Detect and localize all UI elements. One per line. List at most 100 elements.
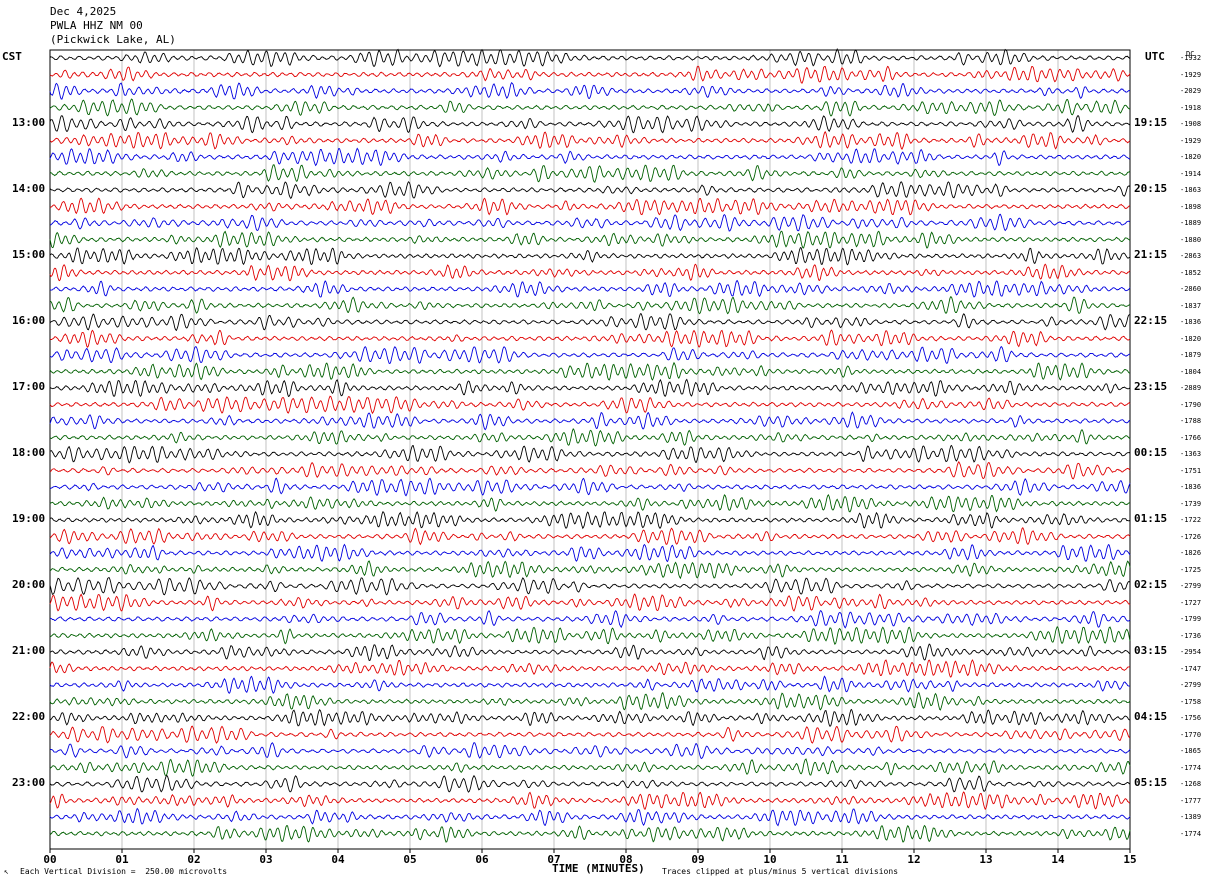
seismic-trace xyxy=(49,807,1131,827)
seismic-trace xyxy=(49,329,1131,348)
cst-hour-label: 14:00 xyxy=(12,182,46,195)
seismic-trace xyxy=(49,197,1131,216)
utc-hour-label: 20:15 xyxy=(1134,182,1168,195)
seismic-trace xyxy=(49,147,1131,167)
seismic-trace xyxy=(49,263,1131,282)
seismic-trace xyxy=(49,742,1131,760)
dc-offset: -1836 xyxy=(1180,483,1202,491)
x-tick-label: 15 xyxy=(1123,853,1136,866)
seismic-trace xyxy=(49,511,1131,530)
dc-offset: -1774 xyxy=(1180,763,1202,772)
seismic-trace xyxy=(49,625,1131,645)
dc-offset: -1908 xyxy=(1180,120,1202,128)
seismic-trace xyxy=(49,758,1131,777)
seismic-trace xyxy=(49,213,1131,232)
dc-offset: -1929 xyxy=(1180,70,1202,79)
seismic-trace xyxy=(50,296,1131,315)
utc-hour-label: 23:15 xyxy=(1134,380,1168,393)
seismic-trace xyxy=(50,477,1131,497)
dc-offset: -1790 xyxy=(1180,400,1202,409)
x-tick-label: 10 xyxy=(763,853,776,866)
utc-hour-label: 19:15 xyxy=(1134,116,1168,129)
dc-offset: -2954 xyxy=(1180,648,1202,656)
seismic-trace xyxy=(49,593,1131,612)
dc-offset: -1929 xyxy=(1180,136,1202,145)
seismic-trace xyxy=(49,81,1131,100)
utc-hour-label: 02:15 xyxy=(1134,578,1168,591)
x-tick-label: 03 xyxy=(259,853,272,866)
dc-offset: -1898 xyxy=(1180,202,1202,211)
dc-offset: -2029 xyxy=(1180,87,1202,95)
seismic-trace xyxy=(49,527,1131,546)
dc-offset: -2860 xyxy=(1180,285,1202,293)
utc-hour-label: 00:15 xyxy=(1134,446,1168,459)
x-axis-title: TIME (MINUTES) xyxy=(552,862,645,875)
x-tick-label: 13 xyxy=(979,853,992,866)
dc-offset: -1837 xyxy=(1180,301,1202,310)
dc-offset: -1836 xyxy=(1180,318,1202,326)
header-station: PWLA HHZ NM 00 xyxy=(50,19,143,32)
dc-offset: -1852 xyxy=(1180,268,1202,277)
utc-hour-label: 03:15 xyxy=(1134,644,1168,657)
seismic-trace xyxy=(49,114,1131,134)
seismic-trace xyxy=(49,65,1131,84)
seismic-trace xyxy=(49,428,1131,447)
dc-offset: -1766 xyxy=(1180,433,1202,442)
cst-label: CST xyxy=(2,50,22,63)
seismic-trace xyxy=(49,774,1131,793)
header-location: (Pickwick Lake, AL) xyxy=(50,33,176,46)
cst-hour-label: 22:00 xyxy=(12,710,46,723)
seismic-trace xyxy=(49,230,1131,249)
dc-label: DC xyxy=(1186,50,1195,58)
dc-offset: -1363 xyxy=(1180,450,1202,458)
cst-hour-label: 16:00 xyxy=(12,314,46,327)
cst-hour-label: 17:00 xyxy=(12,380,46,393)
x-tick-label: 14 xyxy=(1051,853,1065,866)
dc-offset: -1268 xyxy=(1180,780,1202,788)
seismic-trace xyxy=(49,395,1131,415)
cst-hour-label: 21:00 xyxy=(12,644,46,657)
utc-hour-label: 01:15 xyxy=(1134,512,1168,525)
utc-hour-label: 05:15 xyxy=(1134,776,1168,789)
utc-hour-label: 22:15 xyxy=(1134,314,1168,327)
x-tick-label: 00 xyxy=(43,853,56,866)
x-tick-label: 12 xyxy=(907,853,920,866)
dc-offset: -1889 xyxy=(1180,219,1202,227)
dc-offset: -2799 xyxy=(1180,582,1202,590)
seismic-trace xyxy=(49,576,1131,596)
x-tick-label: 04 xyxy=(331,853,345,866)
seismic-trace xyxy=(49,246,1131,266)
dc-offset: -1727 xyxy=(1180,598,1202,607)
dc-offset: -1799 xyxy=(1180,615,1202,623)
dc-offset: -1725 xyxy=(1180,565,1202,574)
x-tick-label: 05 xyxy=(403,853,416,866)
seismic-trace xyxy=(49,345,1130,365)
x-tick-label: 01 xyxy=(115,853,129,866)
cst-hour-label: 19:00 xyxy=(12,512,46,525)
seismic-trace xyxy=(49,675,1130,695)
footer-clip: Traces clipped at plus/minus 5 vertical … xyxy=(662,867,899,876)
seismic-trace xyxy=(49,361,1131,381)
dc-offset: -1751 xyxy=(1180,466,1202,475)
dc-offset: -1804 xyxy=(1180,367,1202,376)
dc-offset: -1880 xyxy=(1180,235,1202,244)
seismic-trace xyxy=(49,560,1131,580)
cst-hour-label: 15:00 xyxy=(12,248,46,261)
x-tick-label: 08 xyxy=(619,853,632,866)
dc-offset: -2889 xyxy=(1180,384,1202,392)
seismic-trace xyxy=(49,824,1131,843)
seismic-trace xyxy=(49,460,1131,480)
plot-frame xyxy=(49,49,1131,850)
cst-hour-label: 13:00 xyxy=(12,116,46,129)
dc-offset: -1389 xyxy=(1180,813,1202,821)
seismic-trace xyxy=(49,725,1131,744)
seismic-trace xyxy=(49,791,1131,811)
seismic-trace xyxy=(49,659,1131,678)
dc-offset: -1756 xyxy=(1180,714,1202,722)
dc-offset: -1739 xyxy=(1180,499,1202,508)
x-tick-label: 09 xyxy=(691,853,704,866)
seismic-trace xyxy=(49,411,1131,431)
dc-offset: -1820 xyxy=(1180,334,1202,343)
cst-hour-label: 20:00 xyxy=(12,578,46,591)
